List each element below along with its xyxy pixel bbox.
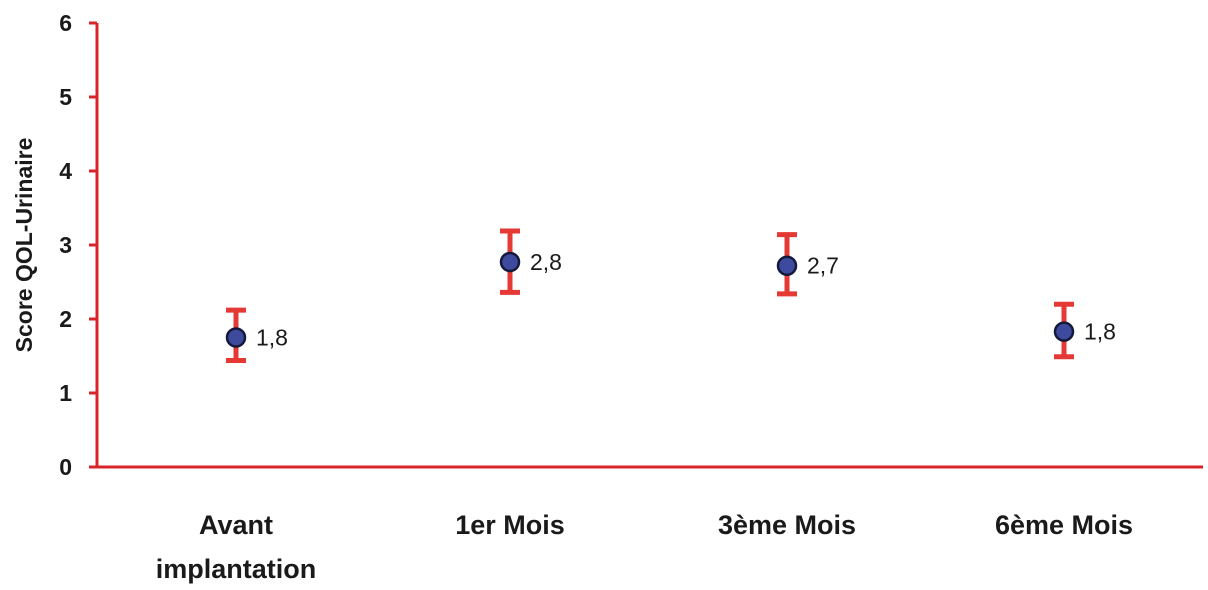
x-tick-label: 6ème Mois xyxy=(995,510,1133,540)
y-ticks: 0 1 2 3 4 5 6 xyxy=(59,10,97,480)
x-ticks: Avant implantation 1er Mois 3ème Mois 6ème M… xyxy=(156,510,1133,584)
data-point-group: 2,7 xyxy=(776,232,839,297)
data-point-group: 1,8 xyxy=(225,307,288,363)
x-tick-label: Avant implantation xyxy=(156,510,317,584)
x-tick-label-line: 3ème Mois xyxy=(718,510,856,540)
y-tick-label: 2 xyxy=(59,306,72,332)
data-point xyxy=(499,251,521,273)
data-label: 1,8 xyxy=(256,325,288,351)
y-tick-label: 0 xyxy=(59,454,72,480)
y-axis-label: Score QOL-Urinaire xyxy=(11,138,37,353)
y-axis-label-group: Score QOL-Urinaire xyxy=(11,138,37,353)
data-label: 2,8 xyxy=(530,249,562,275)
axes xyxy=(89,23,1203,469)
x-tick-label-line: implantation xyxy=(156,554,317,584)
y-tick-label: 6 xyxy=(59,10,72,36)
data-marks: 1,8 2,8 2,7 1,8 xyxy=(225,228,1116,363)
y-tick-label: 1 xyxy=(59,380,72,406)
x-tick-label: 1er Mois xyxy=(455,510,565,540)
x-tick-label-line: 6ème Mois xyxy=(995,510,1133,540)
data-point-group: 1,8 xyxy=(1053,301,1116,360)
y-tick-label: 4 xyxy=(59,158,72,184)
data-label: 1,8 xyxy=(1084,319,1116,345)
data-point xyxy=(1053,321,1075,342)
y-tick-label: 3 xyxy=(59,232,72,258)
data-label: 2,7 xyxy=(807,253,839,279)
data-point xyxy=(776,255,798,276)
x-tick-label-line: Avant xyxy=(199,510,273,540)
data-point-group: 2,8 xyxy=(499,228,562,295)
x-tick-label: 3ème Mois xyxy=(718,510,856,540)
x-tick-label-line: 1er Mois xyxy=(455,510,565,540)
y-tick-label: 5 xyxy=(59,84,72,110)
data-point xyxy=(225,327,247,348)
